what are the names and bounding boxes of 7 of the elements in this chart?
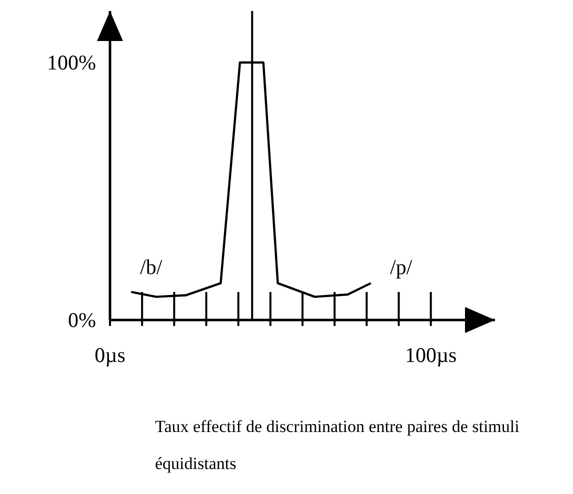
y-tick-label: 0%: [68, 308, 96, 332]
text: Taux effectif de discrimination entre paires de stimuli équidistants: [155, 416, 520, 475]
x-tick-label: 100µs: [404, 343, 457, 367]
y-tick-label: 100%: [47, 50, 96, 74]
annotation: /p/: [390, 255, 412, 279]
x-tick-label: 0µs: [94, 343, 126, 367]
annotation: /b/: [140, 255, 162, 279]
